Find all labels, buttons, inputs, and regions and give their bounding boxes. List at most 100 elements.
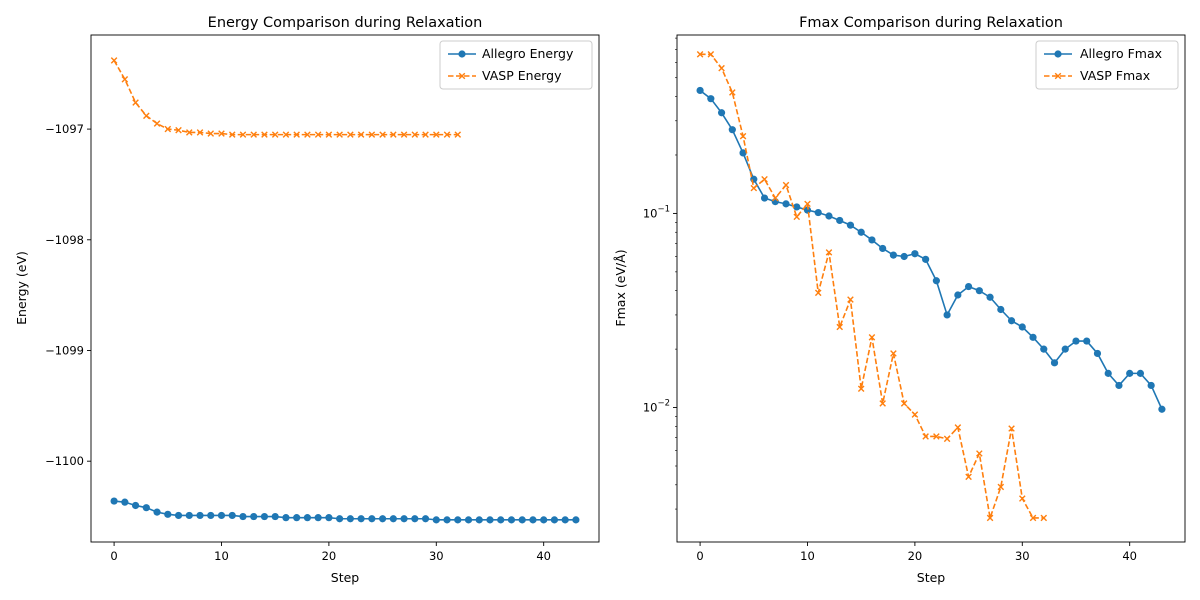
fmax-series-allegro-point [1093, 349, 1102, 358]
energy-series-vasp-point [304, 131, 311, 138]
energy-series-allegro-point [475, 516, 483, 524]
fmax-series-vasp-point [793, 213, 801, 221]
fmax-series-vasp-point [1008, 425, 1015, 432]
energy-plot-area: 0 10 20 30 40 −1097 −1098 −1099 −1100 [45, 34, 600, 563]
fmax-series-allegro-point [1104, 369, 1112, 377]
fmax-series-allegro-point [793, 203, 801, 211]
energy-series-allegro-point [497, 516, 505, 524]
fmax-series-allegro-point [1018, 323, 1026, 331]
fmax-x-tick-label: 30 [1015, 549, 1030, 563]
fmax-series-allegro-point [1050, 359, 1059, 367]
energy-series-vasp-point [432, 131, 440, 138]
energy-series-vasp-point [347, 131, 354, 138]
energy-series-vasp-point [379, 131, 386, 138]
energy-series-allegro-point [454, 516, 462, 524]
energy-series-vasp-point [196, 129, 204, 136]
energy-x-tick-label: 30 [429, 549, 444, 563]
fmax-series-vasp-point [782, 181, 790, 189]
energy-series-allegro-point [174, 511, 183, 520]
energy-series-allegro-point [368, 515, 376, 523]
energy-x-tick-label: 0 [110, 549, 117, 563]
energy-series-vasp-point [282, 131, 290, 138]
fmax-series-vasp-point [718, 64, 725, 72]
energy-x-tick-label: 20 [322, 549, 337, 563]
energy-series-vasp-point [153, 120, 161, 127]
fmax-series-allegro-point [707, 95, 715, 103]
energy-series-vasp-point [110, 57, 118, 64]
fmax-series-allegro-point [1061, 345, 1069, 353]
fmax-series-allegro-point [943, 311, 951, 319]
fmax-series-vasp-point [922, 433, 929, 440]
fmax-series-vasp-point [1029, 514, 1037, 522]
energy-series-allegro-point [260, 512, 269, 521]
fmax-axes-frame [676, 34, 1186, 543]
energy-series-allegro-point [164, 510, 172, 518]
energy-series-allegro-point [540, 516, 548, 524]
fmax-x-axis-label: Step [917, 570, 946, 585]
fmax-series-allegro-point [782, 200, 790, 208]
energy-series-vasp-point [390, 131, 397, 138]
energy-series-vasp-point [121, 75, 129, 83]
fmax-series-allegro-point [1072, 337, 1080, 345]
energy-series-allegro-point [529, 516, 537, 524]
fmax-series-allegro-point [846, 221, 855, 229]
energy-series-vasp-point [143, 112, 150, 120]
energy-axes-frame [90, 34, 600, 543]
energy-series-allegro-point [336, 515, 344, 523]
fmax-legend: Allegro Fmax VASP Fmax [1035, 40, 1179, 90]
energy-series-vasp-point [185, 129, 193, 136]
fmax-series-allegro-point [1147, 381, 1155, 390]
energy-series-allegro-point [314, 514, 322, 522]
energy-series-allegro-point [121, 498, 129, 506]
fmax-series-allegro-point [1136, 369, 1145, 377]
fmax-series-vasp-point [868, 334, 876, 341]
fmax-series-allegro-point [911, 250, 919, 258]
energy-series-vasp-point [357, 131, 365, 138]
energy-series-allegro-point [110, 497, 118, 505]
fmax-series-vasp-point [986, 514, 994, 522]
fmax-series-vasp-point [965, 473, 972, 481]
fmax-legend-frame [1035, 40, 1179, 90]
fmax-series-allegro-point [717, 109, 726, 117]
energy-series-vasp-point [454, 131, 462, 138]
energy-series-allegro-point [293, 514, 301, 522]
energy-series-vasp-point [314, 131, 322, 138]
energy-x-tick-label: 10 [214, 549, 229, 563]
fmax-series-vasp-point [729, 89, 736, 96]
energy-series-vasp-point [207, 130, 215, 137]
fmax-x-tick-label: 20 [908, 549, 923, 563]
energy-series-allegro-point [325, 514, 333, 522]
energy-series-vasp-point [411, 131, 419, 138]
fmax-series-allegro-point [814, 208, 822, 217]
energy-y-axis-label: Energy (eV) [14, 251, 29, 325]
energy-series-allegro-point [303, 514, 312, 522]
energy-series-allegro-point [346, 515, 354, 523]
fmax-series-allegro-point [922, 255, 930, 263]
energy-series-allegro-point [389, 515, 397, 523]
fmax-series-allegro-point [771, 198, 779, 206]
fmax-series-vasp-point [911, 411, 919, 418]
fmax-series-vasp-point [739, 132, 747, 140]
energy-series-allegro-point [250, 512, 258, 521]
energy-series-allegro-point [153, 508, 161, 516]
fmax-series-vasp-point [954, 424, 962, 431]
energy-series-allegro-point [572, 516, 580, 524]
energy-series-allegro-point [486, 516, 494, 524]
energy-series-allegro-point [228, 511, 236, 520]
energy-series-allegro-point [207, 511, 215, 520]
fmax-series-vasp-point [761, 175, 768, 183]
fmax-series-allegro-legend-marker [1054, 50, 1062, 58]
energy-series-vasp-point [164, 125, 172, 133]
fmax-series-allegro-point [1083, 337, 1091, 345]
energy-y-tick-label: −1098 [45, 233, 84, 247]
energy-legend-label-vasp: VASP Energy [482, 68, 562, 83]
energy-series-vasp-point [400, 131, 408, 138]
energy-series-allegro-point [239, 512, 247, 521]
fmax-series-allegro-point [889, 251, 898, 259]
fmax-legend-label-allegro: Allegro Fmax [1080, 46, 1162, 61]
fmax-series-allegro-point [1007, 317, 1016, 325]
energy-y-tick-label: −1099 [45, 343, 84, 357]
energy-series-allegro-point [518, 516, 526, 524]
fmax-series-allegro-point [879, 244, 887, 253]
